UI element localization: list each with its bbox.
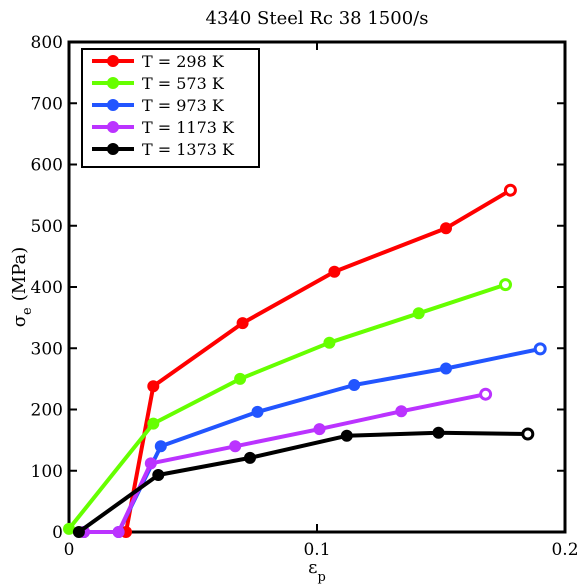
legend-swatch-marker [107,55,119,67]
data-point [503,183,517,197]
data-point [152,469,165,481]
y-tick-label: 100 [31,462,63,482]
series-line [67,282,508,531]
data-point [440,362,452,375]
data-point [229,440,242,453]
y-axis-label: σe (MPa) [9,247,35,328]
legend-label: T = 1373 K [142,140,235,159]
data-point [147,380,160,393]
y-axis-label-subscript: e [20,307,35,315]
data-point [499,278,512,292]
y-tick-label: 400 [31,278,63,298]
plot-frame [67,40,567,534]
data-point [395,405,408,418]
data-point [154,440,167,453]
y-tick-label: 600 [31,156,63,176]
y-tick-label: 800 [31,33,63,53]
x-axis-label-main: ε [308,557,317,578]
y-axis-label-unit: (MPa) [9,247,30,302]
data-point [244,451,256,464]
data-point [328,265,341,278]
data-point [72,526,85,538]
y-tick-label: 500 [31,217,63,237]
y-tick-label: 200 [31,401,63,421]
data-point [147,417,160,430]
y-axis-label-main: σ [9,315,30,327]
x-tick-label: 0.2 [551,540,578,560]
x-axis-label-subscript: p [318,570,326,584]
data-point [63,522,75,535]
legend: T = 298 K T = 573 K T = 973 K T = 1173 K T =… [81,48,260,168]
legend-label: T = 973 K [142,96,225,115]
data-point [533,342,547,356]
x-tick-label: 0 [64,540,75,560]
x-axis-label: εp [308,557,326,584]
chart-title: 4340 Steel Rc 38 1500/s [206,8,429,29]
data-point [313,423,326,436]
legend-swatch-marker [107,99,119,111]
y-tick-label: 0 [52,523,63,543]
legend-swatch-marker [107,77,119,89]
series [63,183,547,538]
data-point [236,317,249,330]
data-point [521,427,535,441]
legend-swatch-marker [107,143,119,155]
legend-swatch-marker [107,121,119,133]
data-point [340,429,353,442]
data-point [432,426,445,439]
data-point [234,372,247,385]
legend-label: T = 573 K [142,74,225,93]
data-point [323,336,336,349]
axes: 0 100 200 300 400 500 600 700 800 0 0.1 0.2 [31,33,579,560]
data-point [144,457,157,470]
legend-label: T = 1173 K [142,118,235,137]
x-tick-label: 0.1 [303,540,330,560]
series-line [76,430,530,534]
y-tick-label: 700 [31,94,63,114]
y-tick-label: 300 [31,339,63,359]
data-point [348,379,361,391]
legend-label: T = 298 K [142,52,225,71]
data-point [112,526,125,538]
data-point [412,307,425,320]
data-point [251,405,264,418]
data-point [440,222,452,235]
data-point [479,387,493,401]
